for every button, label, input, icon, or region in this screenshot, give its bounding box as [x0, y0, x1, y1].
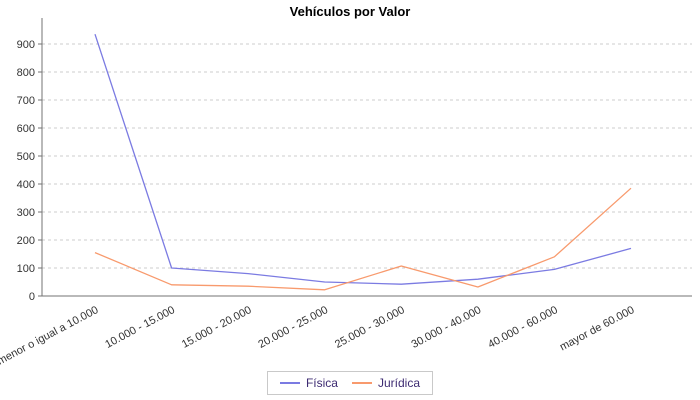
axes: [41, 18, 692, 297]
juridica-line-swatch-icon: [351, 382, 372, 384]
y-tick-label: 100: [17, 263, 35, 275]
x-category-label: 25.000 - 30.000: [333, 304, 407, 351]
legend-item-fisica: Física: [279, 376, 338, 390]
x-category-label: 20.000 - 25.000: [256, 304, 330, 351]
fisica-line-swatch-icon: [279, 382, 300, 384]
x-category-label: 40.000 - 60.000: [486, 304, 560, 351]
y-tick-label: 700: [17, 95, 35, 107]
y-gridlines: [42, 43, 692, 269]
x-category-label: mayor de 60.000: [558, 304, 637, 353]
plot-area: 0 100 200 300 400 500 600 700 800 900 menor o igua…: [0, 18, 692, 367]
legend-item-juridica: Jurídica: [351, 376, 421, 390]
y-axis-ticks: 0 100 200 300 400 500 600 700 800 900: [17, 39, 42, 303]
y-tick-label: 500: [17, 151, 35, 163]
x-category-label: 30.000 - 40.000: [410, 304, 484, 351]
y-tick-label: 800: [17, 67, 35, 79]
y-tick-label: 600: [17, 123, 35, 135]
x-category-labels: menor o igual a 10.000 10.000 - 15.000 15.…: [0, 304, 636, 367]
series-line-fisica: [94, 33, 632, 285]
y-tick-label: 300: [17, 207, 35, 219]
chart-title: Vehículos por Valor: [289, 4, 411, 19]
series-line-juridica: [94, 187, 632, 291]
legend-label-juridica: Jurídica: [377, 376, 421, 390]
y-tick-label: 0: [29, 291, 35, 303]
y-tick-label: 900: [17, 39, 35, 51]
y-tick-label: 400: [17, 179, 35, 191]
y-tick-label: 200: [17, 235, 35, 247]
legend: Física Jurídica: [266, 371, 434, 395]
x-category-label: 10.000 - 15.000: [103, 304, 177, 351]
x-category-label: 15.000 - 20.000: [180, 304, 254, 351]
legend-row: Física Jurídica: [0, 371, 700, 395]
legend-label-fisica: Física: [305, 376, 338, 390]
x-category-label: menor o igual a 10.000: [0, 304, 100, 367]
